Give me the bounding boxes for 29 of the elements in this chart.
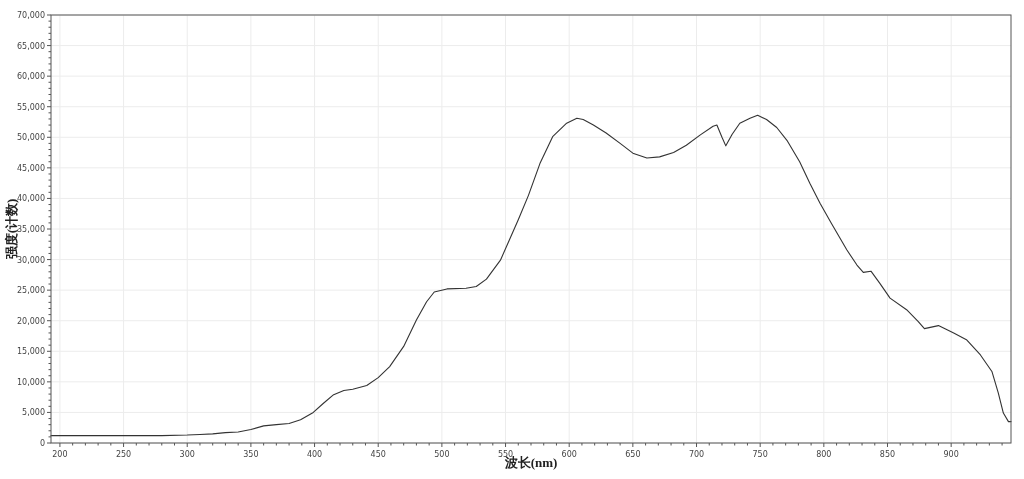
- x-tick-label: 200: [52, 450, 68, 459]
- x-tick-label: 350: [243, 450, 259, 459]
- y-tick-label: 20,000: [17, 316, 45, 326]
- y-tick-label: 60,000: [17, 72, 45, 82]
- x-tick-label: 900: [943, 450, 959, 459]
- y-tick-label: 70,000: [17, 11, 45, 20]
- y-tick-label: 25,000: [17, 286, 45, 296]
- x-tick-label: 800: [816, 450, 832, 459]
- x-tick-label: 700: [688, 450, 705, 459]
- y-tick-label: 35,000: [17, 225, 45, 234]
- y-tick-label: 10,000: [17, 377, 45, 387]
- x-tick-label: 250: [115, 450, 132, 459]
- y-tick-label: 55,000: [17, 102, 45, 112]
- y-tick-label: 5,000: [22, 408, 45, 418]
- y-tick-label: 0: [39, 439, 45, 448]
- x-tick-label: 750: [752, 450, 768, 459]
- x-tick-label: 450: [370, 450, 386, 459]
- y-tick-label: 65,000: [17, 41, 45, 51]
- y-tick-label: 45,000: [17, 163, 45, 173]
- y-axis-title: 强度(计数): [4, 198, 19, 260]
- y-tick-label: 15,000: [17, 347, 45, 357]
- x-tick-label: 300: [179, 450, 195, 459]
- x-tick-label: 500: [434, 450, 450, 459]
- x-tick-label: 650: [625, 450, 641, 459]
- x-tick-label: 400: [306, 450, 323, 459]
- y-tick-label: 30,000: [17, 255, 45, 265]
- x-tick-label: 600: [561, 450, 577, 459]
- y-tick-label: 50,000: [17, 133, 45, 143]
- x-tick-label: 850: [879, 450, 896, 459]
